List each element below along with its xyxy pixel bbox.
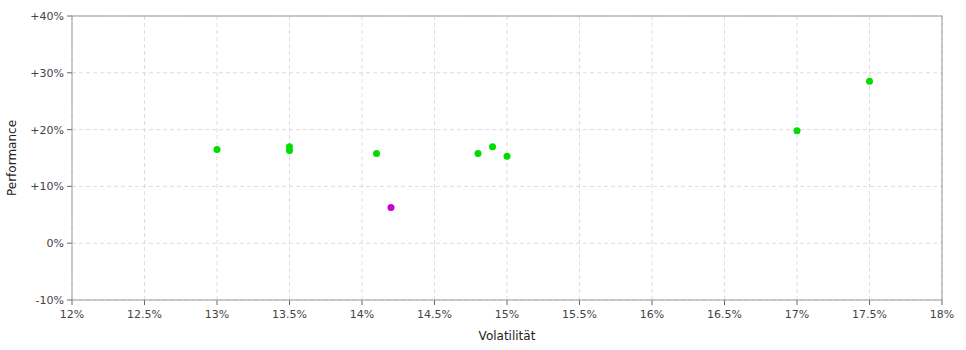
point (214, 146, 221, 153)
x-tick-label: 17.5% (852, 308, 887, 321)
y-tick (67, 243, 72, 244)
y-tick-label: +40% (30, 10, 64, 23)
x-tick-label: 15% (495, 308, 519, 321)
x-tick (289, 300, 290, 305)
point (489, 143, 496, 150)
y-tick-label: 0% (47, 237, 64, 250)
y-tick (67, 186, 72, 187)
point (866, 78, 873, 85)
x-tick-label: 17% (785, 308, 809, 321)
x-tick (724, 300, 725, 305)
page: {"chart_data": {"type": "scatter", "xlab… (0, 0, 966, 350)
y-tick-label: -10% (36, 294, 64, 307)
x-tick-label: 16% (640, 308, 664, 321)
y-axis-label: Performance (5, 120, 19, 196)
chart-container: 12% 12.5% 13% 13.5% 14% 14.5% 15% 15.5% 16% 16.5%… (0, 0, 966, 350)
y-tick-label: +30% (30, 67, 64, 80)
x-tick-label: 12% (60, 308, 84, 321)
x-tick (579, 300, 580, 305)
y-tick (67, 300, 72, 301)
x-tick (942, 300, 943, 305)
x-tick (217, 300, 218, 305)
series (214, 78, 874, 160)
x-tick (362, 300, 363, 305)
x-tick (869, 300, 870, 305)
y-grid-line (72, 129, 942, 130)
y-grid-line (72, 243, 942, 244)
x-tick (434, 300, 435, 305)
y-tick (67, 72, 72, 73)
x-tick (144, 300, 145, 305)
points (214, 78, 874, 211)
x-grid-line (362, 16, 363, 300)
point (388, 204, 395, 211)
y-tick (67, 129, 72, 130)
chart: 12% 12.5% 13% 13.5% 14% 14.5% 15% 15.5% 16% 16.5%… (0, 0, 966, 350)
x-tick-label: 18% (930, 308, 954, 321)
point (794, 127, 801, 134)
series (388, 204, 395, 211)
x-tick-label: 14.5% (417, 308, 452, 321)
x-grid-line (144, 16, 145, 300)
y-grid-line (72, 186, 942, 187)
y-tick (67, 16, 72, 17)
point (504, 153, 511, 160)
x-tick (507, 300, 508, 305)
y-tick-label: +20% (30, 124, 64, 137)
x-tick-label: 13% (205, 308, 229, 321)
point (475, 150, 482, 157)
point (373, 150, 380, 157)
y-tick-label: +10% (30, 180, 64, 193)
x-grid-line (869, 16, 870, 300)
x-tick-label: 14% (350, 308, 374, 321)
point (286, 147, 293, 154)
x-grid-line (797, 16, 798, 300)
x-tick-label: 15.5% (562, 308, 597, 321)
plot-area (72, 16, 942, 300)
y-grid-line (72, 72, 942, 73)
grid (72, 16, 942, 300)
x-grid-line (217, 16, 218, 300)
x-tick-label: 13.5% (272, 308, 307, 321)
x-tick (797, 300, 798, 305)
x-grid-line (652, 16, 653, 300)
x-tick (72, 300, 73, 305)
x-grid-line (724, 16, 725, 300)
x-tick-label: 12.5% (127, 308, 162, 321)
x-axis-label: Volatilität (479, 329, 536, 343)
x-grid-line (289, 16, 290, 300)
x-tick (652, 300, 653, 305)
x-tick-label: 16.5% (707, 308, 742, 321)
plot-frame (72, 16, 942, 300)
x-grid-line (434, 16, 435, 300)
x-grid-line (579, 16, 580, 300)
axes: 12% 12.5% 13% 13.5% 14% 14.5% 15% 15.5% 16% 16.5%… (30, 10, 954, 321)
